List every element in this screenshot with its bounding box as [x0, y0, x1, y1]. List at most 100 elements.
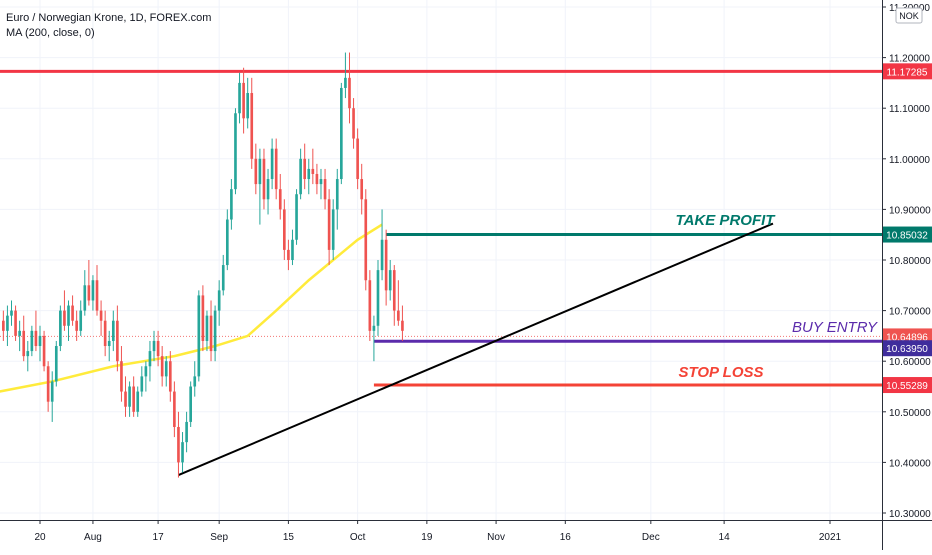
candle-body: [331, 209, 335, 250]
candle-body: [380, 239, 384, 271]
grid: [0, 0, 882, 520]
candle-body: [87, 285, 91, 301]
candle-body: [189, 386, 192, 422]
candle-body: [124, 391, 127, 407]
time-tick-label: 2021: [819, 532, 842, 543]
time-tick-label: 17: [153, 532, 165, 543]
candle-body: [360, 179, 364, 200]
price-label: 10.55289: [883, 377, 932, 394]
currency-badge[interactable]: NOK: [895, 7, 923, 24]
price-label: 10.63950: [883, 340, 932, 357]
price-tick-label: 10.60000: [889, 357, 931, 368]
candle-body: [250, 93, 254, 159]
candle-body: [132, 386, 135, 412]
price-tick-label: 10.50000: [889, 408, 931, 419]
price-axis-background: [882, 0, 932, 550]
candle-body: [18, 330, 21, 336]
price-tick-label: 11.00000: [889, 155, 930, 166]
candle-body: [79, 310, 83, 331]
candle-body: [181, 442, 184, 463]
candle-body: [22, 330, 26, 357]
candle-body: [327, 199, 331, 250]
candle-body: [356, 138, 359, 180]
candle-body: [160, 356, 164, 377]
candle-body: [234, 113, 237, 190]
candle-body: [388, 270, 392, 291]
candle-body: [225, 219, 229, 266]
candle-body: [128, 386, 131, 407]
candle-body: [156, 340, 160, 357]
candle-body: [30, 330, 34, 352]
candle-body: [107, 340, 111, 347]
candle-body: [303, 158, 307, 180]
take-profit-label: TAKE PROFIT: [676, 212, 777, 229]
candle-body: [230, 189, 233, 220]
time-tick-label: Dec: [642, 532, 660, 543]
time-tick-label: 15: [283, 532, 295, 543]
candle-body: [238, 82, 241, 114]
candle-body: [323, 179, 327, 200]
candle-body: [254, 158, 258, 185]
candle-body: [372, 325, 376, 331]
candle-body: [173, 391, 176, 427]
level-labels: TAKE PROFIT BUY ENTRY STOP LOSS: [676, 212, 878, 381]
candle-body: [278, 189, 282, 210]
indicator-label[interactable]: MA (200, close, 0): [6, 27, 95, 39]
candle-body: [307, 168, 311, 180]
time-tick-label: Aug: [84, 532, 102, 543]
candle-body: [99, 310, 103, 321]
candle-body: [295, 194, 298, 240]
time-tick-label: Oct: [350, 532, 366, 543]
symbol-title[interactable]: Euro / Norwegian Krone, 1D, FOREX.com: [6, 12, 212, 24]
stop-loss-label: STOP LOSS: [678, 364, 763, 381]
candle-body: [209, 315, 213, 352]
drawings: [0, 69, 882, 476]
candle-body: [270, 148, 274, 180]
currency-badge-text: NOK: [899, 11, 919, 21]
candle-body: [91, 280, 95, 301]
candles: [2, 52, 404, 478]
time-axis-background: [0, 520, 932, 550]
time-tick-label: 14: [719, 532, 731, 543]
price-tick-label: 10.70000: [889, 307, 931, 318]
price-label: 11.17285: [883, 63, 932, 80]
candle-body: [283, 209, 286, 250]
candle-body: [34, 330, 38, 347]
candle-body: [291, 239, 294, 260]
price-label-text: 10.63950: [886, 344, 928, 355]
candle-body: [148, 351, 152, 367]
candle-body: [144, 366, 148, 377]
candle-body: [205, 315, 209, 341]
candle-body: [10, 310, 13, 316]
candle-body: [193, 376, 197, 387]
candle-body: [42, 335, 46, 367]
candle-body: [364, 199, 368, 281]
candle-body: [164, 361, 168, 377]
candle-body: [38, 335, 42, 347]
time-tick-label: Sep: [210, 532, 228, 543]
candle-body: [315, 173, 319, 185]
candle-body: [50, 381, 54, 402]
candle-body: [262, 158, 266, 200]
candle-body: [348, 77, 351, 109]
price-label: 10.85032: [883, 226, 932, 243]
price-tick-label: 10.80000: [889, 256, 931, 267]
time-tick-label: 19: [421, 532, 433, 543]
price-label-background: [883, 63, 932, 80]
candle-body: [6, 315, 9, 331]
candle-body: [217, 290, 221, 311]
time-tick-label: 16: [560, 532, 572, 543]
candle-body: [136, 391, 140, 412]
candle-body: [83, 285, 87, 311]
price-label-text: 10.64896: [886, 332, 928, 343]
candle-body: [140, 376, 144, 392]
candle-body: [376, 270, 380, 326]
candle-body: [319, 179, 323, 185]
candle-body: [103, 320, 107, 347]
price-tick-label: 10.40000: [889, 458, 931, 469]
time-tick-label: 20: [34, 532, 46, 543]
candle-body: [274, 148, 278, 190]
